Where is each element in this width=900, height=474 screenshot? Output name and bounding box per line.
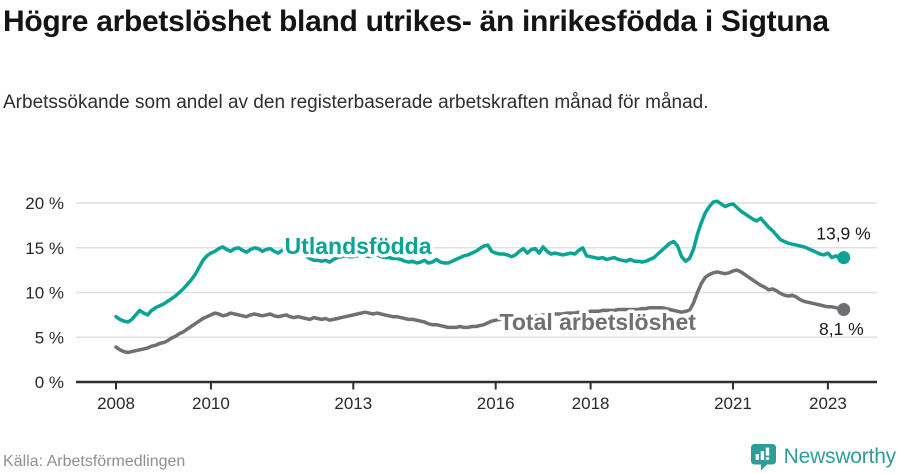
x-tick-label-2016: 2016 bbox=[477, 394, 515, 413]
newsworthy-wordmark: Newsworthy bbox=[783, 445, 897, 468]
newsworthy-logo: Newsworthy bbox=[750, 443, 896, 471]
x-tick-label-2010: 2010 bbox=[192, 394, 230, 413]
y-tick-label-5: 5 % bbox=[35, 328, 64, 347]
series-inline-label-total-arbetsl-shet: Total arbetslöshet bbox=[500, 309, 697, 335]
series-end-dot-total-arbetsl-shet bbox=[837, 303, 851, 317]
y-tick-label-15: 15 % bbox=[25, 239, 64, 258]
y-tick-label-10: 10 % bbox=[25, 284, 64, 303]
bar-medium bbox=[760, 451, 764, 460]
chart-title: Högre arbetslöshet bland utrikes- än inr… bbox=[3, 5, 829, 38]
exclamation-bar bbox=[765, 447, 769, 456]
series-line-utlandsf-dda bbox=[114, 199, 846, 324]
chart-subtitle: Arbetssökande som andel av den registerb… bbox=[3, 92, 709, 113]
series-end-markers: 13,9 % 8,1 % bbox=[816, 224, 870, 339]
bar-short bbox=[755, 454, 759, 460]
series-end-label-utlandsf-dda: 13,9 % bbox=[816, 224, 870, 244]
source-note: Källa: Arbetsförmedlingen bbox=[3, 453, 186, 470]
series-end-label-total-arbetsl-shet: 8,1 % bbox=[819, 319, 864, 339]
newsworthy-bubble-chart-icon bbox=[750, 444, 776, 471]
y-tick-label-0: 0 % bbox=[35, 373, 64, 392]
x-axis: 2008 2010 2013 2016 2018 2021 2023 bbox=[97, 382, 847, 413]
gridlines bbox=[76, 202, 877, 384]
x-tick-label-2008: 2008 bbox=[97, 394, 135, 413]
series-end-dot-utlandsf-dda bbox=[837, 251, 851, 265]
series-inline-labels: Utlandsfödda Total arbetslöshet bbox=[281, 230, 700, 339]
series-inline-label-utlandsf-dda: Utlandsfödda bbox=[285, 233, 432, 259]
x-tick-label-2021: 2021 bbox=[714, 394, 752, 413]
y-tick-label-20: 20 % bbox=[25, 194, 64, 213]
x-tick-label-2013: 2013 bbox=[334, 394, 372, 413]
y-axis-labels: 0 % 5 % 10 % 15 % 20 % bbox=[25, 194, 64, 392]
series-lines bbox=[114, 199, 846, 355]
series-line-total-arbetsl-shet bbox=[114, 268, 846, 355]
exclamation-dot bbox=[765, 457, 769, 460]
x-tick-label-2018: 2018 bbox=[572, 394, 610, 413]
x-tick-label-2023: 2023 bbox=[809, 394, 847, 413]
